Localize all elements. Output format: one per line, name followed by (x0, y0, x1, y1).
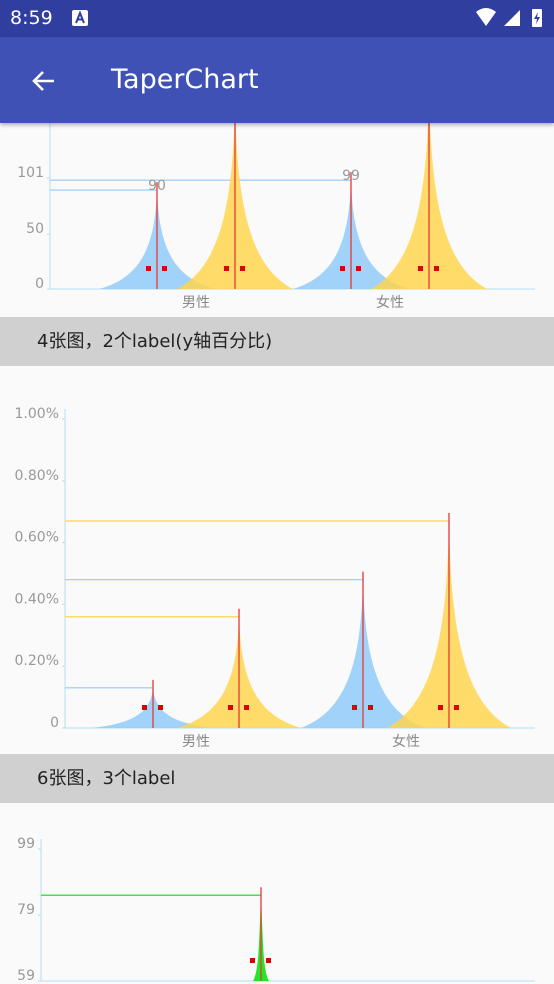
status-bar: 8:59 (0, 0, 554, 37)
marker (142, 705, 147, 710)
data-label: 90 (148, 178, 166, 194)
section-title: 6张图，3个label (37, 768, 176, 789)
y-tick-label: 0.80% (15, 468, 59, 484)
x-tick-label: 男性 (182, 295, 210, 311)
marker (438, 705, 443, 710)
notification-icon (72, 10, 88, 26)
marker (340, 266, 345, 271)
marker (368, 705, 373, 710)
marker (418, 266, 423, 271)
y-tick-label: 0 (35, 276, 44, 292)
marker (162, 266, 167, 271)
app-title: TaperChart (111, 64, 259, 95)
y-tick-label: 1.00% (15, 406, 59, 422)
marker (224, 266, 229, 271)
marker (228, 705, 233, 710)
y-tick-label: 0.20% (15, 653, 59, 669)
y-tick-label: 0.40% (15, 591, 59, 607)
x-tick-label: 女性 (376, 294, 404, 311)
marker (356, 266, 361, 271)
y-tick-label: 101 (17, 165, 44, 181)
y-tick-label: 79 (17, 902, 35, 918)
marker (352, 705, 357, 710)
marker (240, 266, 245, 271)
app-bar: TaperChart (0, 37, 554, 123)
clock: 8:59 (10, 7, 53, 29)
section-title: 4张图，2个label(y轴百分比) (37, 331, 273, 352)
y-tick-label: 0 (50, 715, 59, 731)
marker (158, 705, 163, 710)
y-tick-label: 50 (26, 221, 44, 237)
marker (454, 705, 459, 710)
marker (266, 958, 271, 963)
section-header: 4张图，2个label(y轴百分比) (0, 317, 554, 366)
y-tick-label: 99 (17, 836, 35, 852)
x-tick-label: 女性 (392, 733, 420, 750)
y-tick-label: 59 (17, 968, 35, 984)
data-label: 99 (342, 168, 360, 184)
back-button[interactable] (30, 68, 56, 94)
y-tick-label: 0.60% (15, 530, 59, 546)
marker (250, 958, 255, 963)
marker (244, 705, 249, 710)
x-tick-label: 男性 (182, 734, 210, 750)
marker (434, 266, 439, 271)
marker (146, 266, 151, 271)
status-icons (476, 8, 542, 27)
section-header: 6张图，3个label (0, 754, 554, 803)
